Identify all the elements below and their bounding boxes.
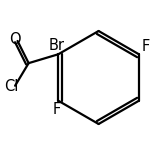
- Text: Br: Br: [49, 38, 65, 53]
- Text: Cl: Cl: [4, 79, 18, 94]
- Text: F: F: [53, 102, 61, 117]
- Text: F: F: [141, 39, 149, 54]
- Text: O: O: [9, 32, 21, 47]
